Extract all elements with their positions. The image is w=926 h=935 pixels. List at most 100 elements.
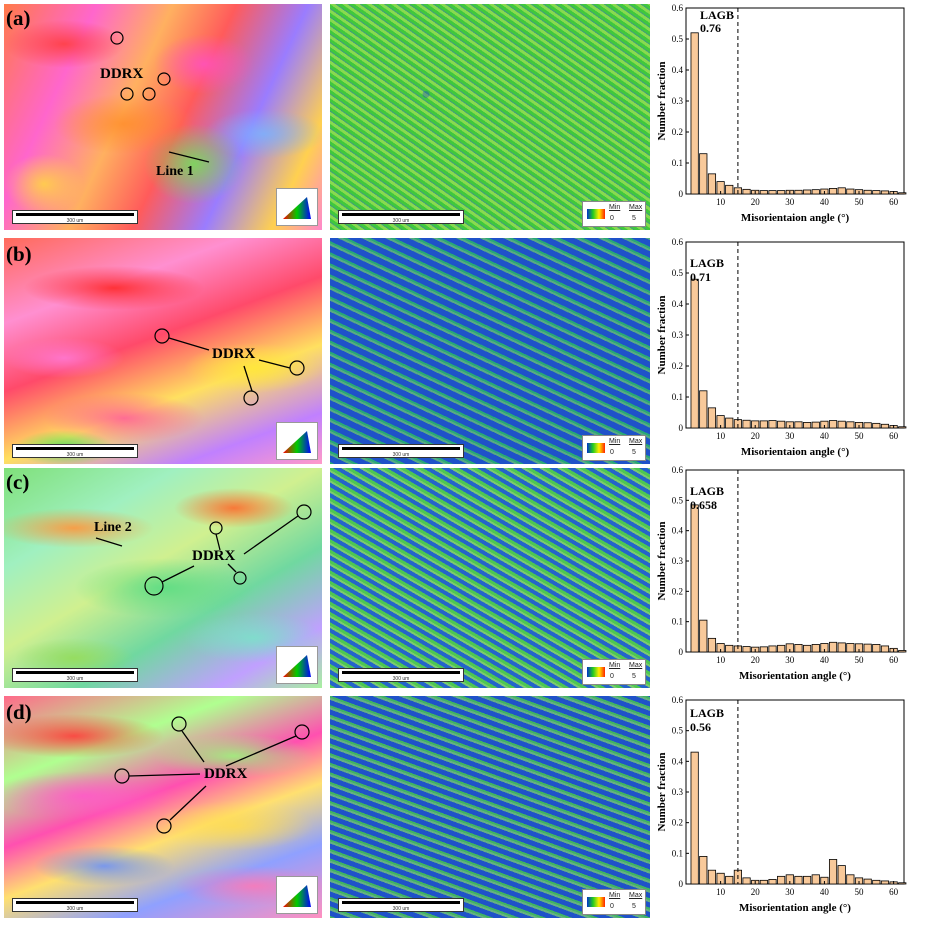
x-axis-label: Misorientaion angle (°) — [741, 446, 850, 458]
histogram-bar — [872, 190, 881, 195]
histogram-bar — [707, 869, 717, 885]
histogram-bar — [846, 643, 855, 653]
x-tick-label: 40 — [820, 197, 830, 207]
line-label-c: Line 2 — [94, 520, 132, 535]
x-tick-label: 30 — [785, 887, 795, 897]
y-tick-label: 0.3 — [672, 96, 684, 106]
ipf-color-key — [276, 876, 318, 914]
histogram-bar — [690, 751, 699, 885]
misorientation-histogram-c: 0 0.1 0.2 0.3 0.4 0.5 0.6 10 20 30 40 50 60 Misorient… — [656, 466, 907, 682]
histogram-bar — [898, 192, 907, 195]
line-label-a: Line 1 — [156, 164, 194, 179]
histogram-bar — [811, 189, 820, 195]
histogram-bar — [794, 875, 803, 885]
ipf-annotation-layer — [110, 31, 210, 163]
lagb-label-c: LAGB — [690, 484, 725, 498]
histogram-bar — [803, 422, 812, 429]
histogram-bar — [794, 189, 803, 195]
scale-bar: 300 um — [12, 210, 138, 224]
plot-frame — [685, 699, 905, 885]
histogram-bar — [690, 32, 699, 195]
histogram-bar — [811, 421, 820, 429]
y-tick-label: 0.6 — [672, 238, 684, 247]
kam-legend: Min Max 0 5 — [582, 201, 646, 227]
histogram-bar — [846, 188, 855, 195]
y-tick-label: 0.2 — [672, 818, 683, 828]
histogram-bar — [768, 645, 777, 653]
ipf-map-a: DDRX Line 1 300 um — [4, 4, 322, 230]
y-tick-label: 0.4 — [672, 756, 684, 766]
ipf-annotation-layer — [95, 504, 312, 596]
y-tick-label: 0.5 — [672, 34, 684, 44]
histogram-bar — [837, 642, 846, 653]
kam-legend: Min Max 0 5 — [582, 435, 646, 461]
y-tick-label: 0.3 — [672, 787, 684, 797]
histogram-bar — [759, 879, 768, 885]
histogram-bar — [742, 877, 751, 885]
x-tick-label: 30 — [785, 197, 795, 207]
kam-map-d: Min Max 0 5 300 um — [330, 696, 650, 918]
x-tick-label: 50 — [855, 887, 865, 897]
y-tick-label: 0.3 — [672, 556, 684, 566]
x-tick-label: 20 — [751, 887, 761, 897]
histogram-bar — [846, 421, 855, 429]
lagb-value-a: 0.76 — [700, 21, 721, 35]
histogram-bar — [699, 619, 708, 653]
scale-bar: 300 um — [338, 444, 464, 458]
row-d: DDRX 300 um (d) Min Max 0 5 300 um 0 0.1 0.2 0… — [0, 694, 926, 920]
scale-bar: 300 um — [338, 210, 464, 224]
histogram-bar — [725, 417, 734, 429]
histogram-bar — [768, 420, 777, 429]
histogram-bar — [863, 643, 872, 653]
histogram-bar — [811, 644, 820, 653]
x-tick-label: 60 — [889, 197, 899, 207]
histogram-bar — [863, 422, 872, 429]
histogram-bar — [794, 421, 803, 429]
x-tick-label: 40 — [820, 887, 830, 897]
lagb-value-b: 0.71 — [690, 270, 711, 284]
x-tick-label: 10 — [716, 655, 726, 665]
histogram-bar — [742, 419, 751, 429]
kam-legend: Min Max 0 5 — [582, 889, 646, 915]
x-tick-label: 50 — [855, 431, 865, 441]
y-tick-label: 0.4 — [672, 299, 684, 309]
scale-bar: 300 um — [12, 444, 138, 458]
x-tick-label: 10 — [716, 197, 726, 207]
y-axis-label: Number fraction — [656, 62, 668, 141]
histogram-bar — [794, 644, 803, 653]
row-b: DDRX 300 um (b) Min Max 0 5 300 um 0 0.1 0.2 0… — [0, 236, 926, 464]
histogram-bar — [898, 650, 907, 653]
histogram-bar — [811, 874, 820, 885]
ipf-annotation-layer — [114, 716, 310, 834]
histogram-bar — [872, 422, 881, 429]
kam-map-b: Min Max 0 5 300 um — [330, 238, 650, 464]
histogram-bar — [828, 641, 838, 653]
y-tick-label: 0.5 — [672, 726, 684, 736]
histogram-bar — [872, 879, 881, 885]
histogram-bar — [777, 644, 786, 653]
y-tick-label: 0.1 — [672, 158, 683, 168]
y-tick-label: 0.4 — [672, 65, 684, 75]
x-axis-label: Misorientation angle (°) — [739, 902, 851, 914]
kam-legend: Min Max 0 5 — [582, 659, 646, 685]
histogram-bar — [837, 865, 846, 885]
histogram-bar — [707, 407, 717, 429]
ddrx-label-d: DDRX — [204, 766, 248, 782]
ipf-color-key — [276, 188, 318, 226]
histogram-bar — [880, 423, 890, 429]
histogram-bar — [725, 644, 734, 653]
histogram-bar — [690, 504, 699, 653]
ipf-map-d: DDRX 300 um — [4, 696, 322, 918]
histogram-bar — [898, 882, 907, 885]
lagb-value-d: 0.56 — [690, 720, 711, 734]
kam-map-c: Min Max 0 5 300 um — [330, 468, 650, 688]
y-axis-label: Number fraction — [656, 753, 668, 832]
x-axis-label: Misorientaion angle (°) — [741, 212, 850, 224]
y-tick-label: 0.2 — [672, 586, 683, 596]
histogram-bar — [768, 878, 777, 885]
scale-bar: 300 um — [338, 668, 464, 682]
histogram-bar — [725, 184, 734, 195]
x-tick-label: 50 — [855, 655, 865, 665]
histogram-bar — [699, 153, 708, 195]
ipf-map-b: DDRX 300 um — [4, 238, 322, 464]
